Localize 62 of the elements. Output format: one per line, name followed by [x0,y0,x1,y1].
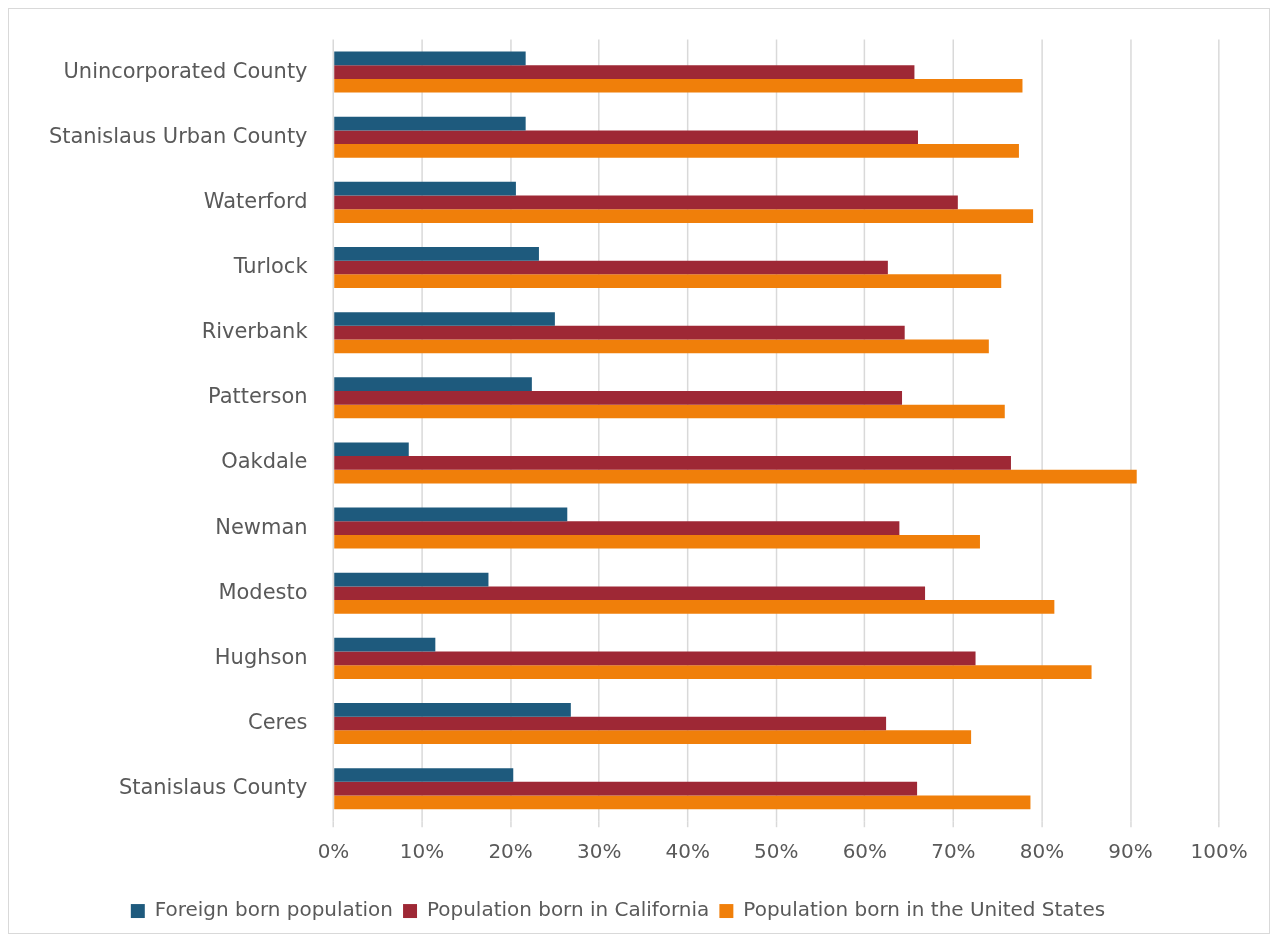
y-tick-label: Ceres [248,709,308,734]
x-tick-label: 10% [399,839,445,864]
bar [334,781,918,796]
bar [334,65,915,79]
bar [334,404,1005,419]
legend-label: Population born in California [427,897,710,922]
bar [334,586,926,601]
y-tick-label: Unincorporated County [63,58,308,83]
bar [334,339,989,354]
y-tick-label: Turlock [232,253,309,278]
bar [334,730,972,745]
bar [334,377,532,391]
y-tick-label: Riverbank [201,319,309,344]
x-tick-label: 0% [317,839,350,864]
bar [334,144,1019,158]
y-tick-label: Stanislaus County [118,775,308,800]
x-tick-label: 50% [754,839,799,864]
bar [334,651,976,666]
x-tick-label: 90% [1108,839,1153,864]
bar [334,195,958,210]
bar [334,78,1023,93]
bar [334,312,555,326]
bar [334,260,888,275]
bar [334,442,409,457]
bar [334,507,568,522]
bar [334,247,539,261]
legend-label: Foreign born population [154,897,393,922]
bar [334,469,1137,484]
x-tick-label: 70% [931,839,976,864]
bar [334,130,918,145]
x-tick-label: 100% [1190,839,1248,864]
bar [334,795,1031,810]
bar [334,521,900,535]
bar [334,116,526,131]
bar [334,703,571,717]
y-tick-label: Modesto [218,579,308,604]
bar [334,51,526,66]
bar [334,665,1092,679]
bar [334,181,516,196]
bar [334,274,1002,289]
x-tick-label: 40% [665,839,710,864]
bar [334,325,905,340]
x-tick-label: 30% [576,839,622,864]
bar [334,716,887,731]
y-tick-label: Stanislaus Urban County [48,123,308,148]
bar [334,600,1055,614]
bar [334,534,980,549]
x-tick-label: 60% [842,839,888,864]
bar [334,768,514,782]
x-tick-label: 20% [488,839,533,864]
bar [334,456,1011,470]
bar [334,390,903,405]
y-tick-label: Hughson [214,644,308,669]
x-tick-label: 80% [1019,839,1065,864]
bar [334,572,489,587]
y-tick-label: Oakdale [221,449,308,474]
y-tick-label: Patterson [208,384,308,409]
legend-label: Population born in the United States [743,897,1106,922]
y-tick-label: Waterford [203,188,308,213]
bar [334,209,1034,223]
bar [334,637,436,652]
y-tick-label: Newman [215,514,308,539]
